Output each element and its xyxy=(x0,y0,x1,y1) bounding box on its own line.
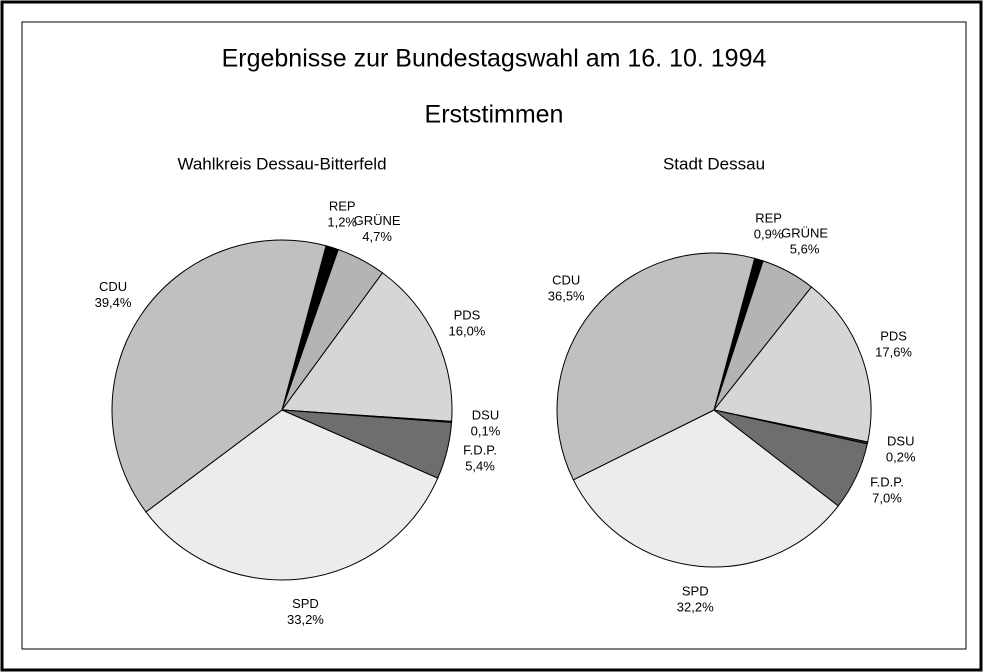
pie-slice xyxy=(556,252,756,481)
slice-value-label: 0,2% xyxy=(886,450,916,465)
slice-label: PDS xyxy=(454,307,481,322)
slice-label: GRÜNE xyxy=(354,213,401,228)
chart-title: Ergebnisse zur Bundestagswahl am 16. 10.… xyxy=(222,45,767,73)
slice-value-label: 5,6% xyxy=(790,241,820,256)
slice-value-label: 16,0% xyxy=(449,323,486,338)
slice-value-label: 4,7% xyxy=(362,229,392,244)
inner-frame xyxy=(21,21,967,650)
slice-value-label: 1,2% xyxy=(327,215,357,230)
slice-value-label: 5,4% xyxy=(465,459,495,474)
pie-slice xyxy=(572,409,839,568)
slice-value-label: 36,5% xyxy=(548,288,585,303)
slice-label: CDU xyxy=(552,272,580,287)
slice-value-label: 39,4% xyxy=(95,295,132,310)
slice-label: DSU xyxy=(887,434,914,449)
pie-slice xyxy=(145,409,439,581)
slice-label: PDS xyxy=(880,328,907,343)
slice-label: REP xyxy=(329,199,356,214)
pie-slice xyxy=(713,286,872,443)
slice-value-label: 32,2% xyxy=(677,600,714,615)
slice-value-label: 7,0% xyxy=(872,490,902,505)
pie-title: Wahlkreis Dessau-Bitterfeld xyxy=(177,154,386,173)
pie-slice xyxy=(111,239,327,513)
slice-label: CDU xyxy=(99,279,127,294)
slice-label: SPD xyxy=(292,596,319,611)
slice-value-label: 0,1% xyxy=(471,424,501,439)
slice-label: SPD xyxy=(682,584,709,599)
slice-label: F.D.P. xyxy=(870,474,904,489)
pie-title: Stadt Dessau xyxy=(663,154,765,173)
slice-value-label: 33,2% xyxy=(287,612,324,627)
slice-label: F.D.P. xyxy=(463,443,497,458)
slice-value-label: 0,9% xyxy=(754,226,784,241)
slice-label: DSU xyxy=(472,408,499,423)
chart-subtitle: Erststimmen xyxy=(425,101,564,129)
slice-label: REP xyxy=(755,210,782,225)
slice-label: GRÜNE xyxy=(781,225,828,240)
pie-slice xyxy=(281,272,453,422)
slice-value-label: 17,6% xyxy=(875,344,912,359)
